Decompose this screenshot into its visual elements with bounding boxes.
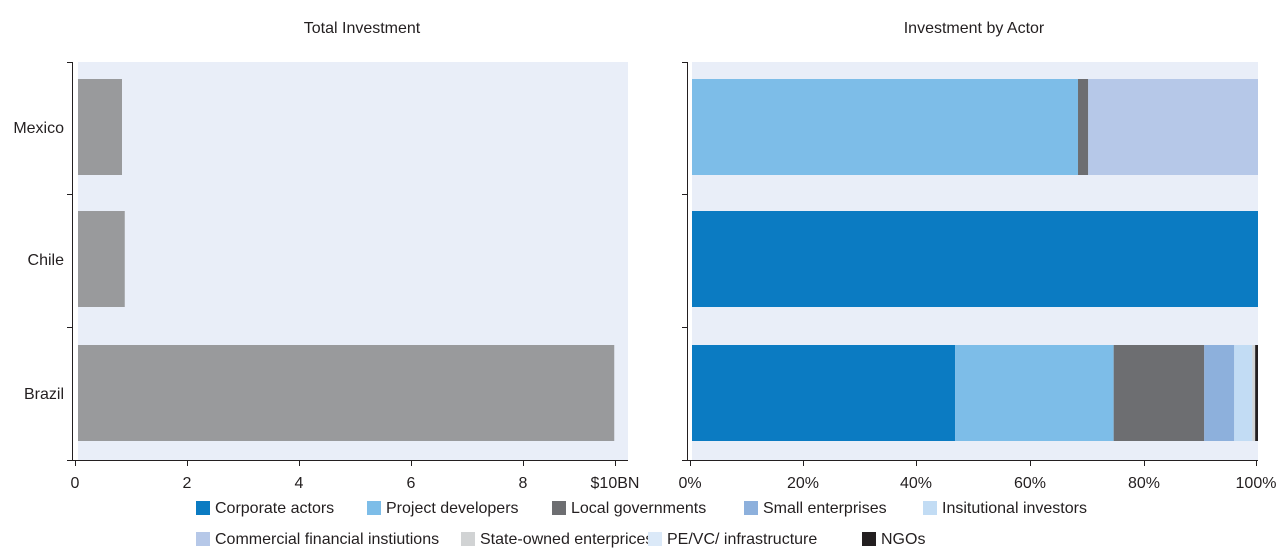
- legend-label: State-owned enterprices: [480, 531, 653, 548]
- legend-item-ngos: NGOs: [862, 531, 925, 548]
- actor-x-tick-label: 100%: [1236, 475, 1277, 492]
- legend-item-local-governments: Local governments: [552, 500, 706, 517]
- legend-swatch: [367, 501, 381, 515]
- legend-label: Small enterprises: [763, 500, 887, 517]
- actor-segment-brazil-corporate-actors: [692, 345, 956, 441]
- legend-label: Corporate actors: [215, 500, 334, 517]
- legend-item-pe-vc-infrastructure: PE/VC/ infrastructure: [648, 531, 817, 548]
- legend-label: NGOs: [881, 531, 925, 548]
- legend-item-commercial-financial-instiutions: Commercial financial instiutions: [196, 531, 439, 548]
- legend-item-insitutional-investors: Insitutional investors: [923, 500, 1087, 517]
- total-investment-title: Total Investment: [304, 20, 421, 37]
- total-x-tick-label: 2: [183, 475, 192, 492]
- actor-segment-brazil-ngos: [1255, 345, 1258, 441]
- legend-label: Commercial financial instiutions: [215, 531, 439, 548]
- total-x-tick-label: 8: [519, 475, 528, 492]
- legend-swatch: [744, 501, 758, 515]
- actor-segment-brazil-state-owned-enterprices: [1252, 345, 1256, 441]
- category-label-brazil: Brazil: [24, 386, 64, 403]
- legend-label: Local governments: [571, 500, 706, 517]
- legend-swatch: [862, 532, 876, 546]
- actor-segment-mexico-commercial-financial-instiutions: [1088, 79, 1258, 175]
- legend: Corporate actors Project developers Local …: [196, 500, 1087, 548]
- actor-x-tick-label: 40%: [900, 475, 932, 492]
- investment-by-actor-title: Investment by Actor: [904, 20, 1045, 37]
- actor-segment-brazil-small-enterprises: [1204, 345, 1235, 441]
- actor-segment-chile-corporate-actors: [692, 211, 1258, 307]
- legend-label: Project developers: [386, 500, 519, 517]
- legend-swatch: [461, 532, 475, 546]
- actor-segment-brazil-local-governments: [1113, 345, 1205, 441]
- total-investment-panel: Total Investment Mexico Chile Brazil 0 2 4 6 8…: [13, 20, 639, 492]
- total-x-tick-label: 6: [407, 475, 416, 492]
- total-bar-chile: [78, 211, 125, 307]
- investment-by-actor-panel: Investment by Actor 0% 20% 40% 60% 80% 100%: [678, 20, 1276, 492]
- total-x-tick-label: $10BN: [591, 475, 640, 492]
- actor-x-tick-label: 60%: [1014, 475, 1046, 492]
- legend-item-project-developers: Project developers: [367, 500, 519, 517]
- actor-segment-mexico-project-developers: [692, 79, 1079, 175]
- actor-segment-brazil-insitutional-investors: [1234, 345, 1253, 441]
- actor-segment-brazil-project-developers: [955, 345, 1114, 441]
- legend-swatch: [648, 532, 662, 546]
- category-label-mexico: Mexico: [13, 120, 64, 137]
- legend-swatch: [196, 532, 210, 546]
- total-x-tick-label: 0: [71, 475, 80, 492]
- total-bar-mexico: [78, 79, 122, 175]
- category-label-chile: Chile: [28, 252, 65, 269]
- legend-swatch: [196, 501, 210, 515]
- actor-x-tick-label: 20%: [787, 475, 819, 492]
- legend-swatch: [923, 501, 937, 515]
- total-bar-brazil: [78, 345, 615, 441]
- actor-x-tick-label: 0%: [678, 475, 701, 492]
- legend-item-state-owned-enterprices: State-owned enterprices: [461, 531, 653, 548]
- legend-swatch: [552, 501, 566, 515]
- total-x-tick-label: 4: [295, 475, 304, 492]
- actor-segment-mexico-local-governments: [1078, 79, 1089, 175]
- actor-x-tick-label: 80%: [1128, 475, 1160, 492]
- legend-label: PE/VC/ infrastructure: [667, 531, 817, 548]
- legend-item-small-enterprises: Small enterprises: [744, 500, 887, 517]
- legend-label: Insitutional investors: [942, 500, 1087, 517]
- legend-item-corporate-actors: Corporate actors: [196, 500, 334, 517]
